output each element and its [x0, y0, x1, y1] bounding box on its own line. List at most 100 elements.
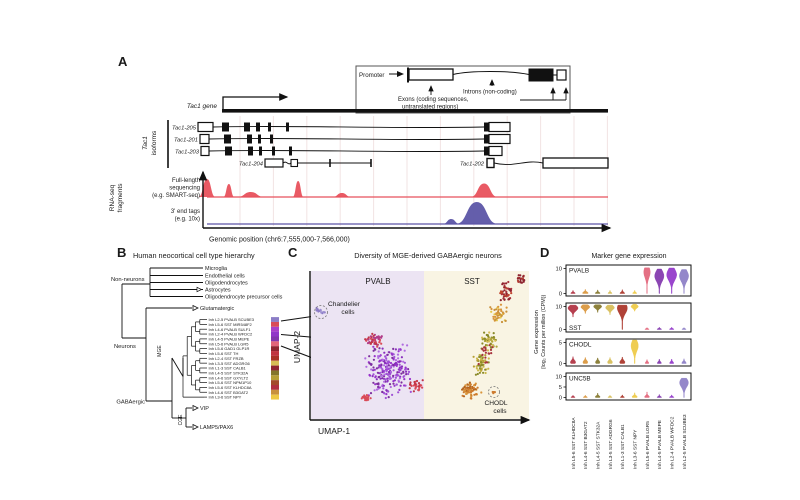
inset-exon-utr [408, 68, 454, 81]
panel-d: D Marker gene expression Gene expression… [534, 245, 692, 469]
svg-text:Inh L4-5 SST STK32A: Inh L4-5 SST STK32A [209, 370, 249, 375]
inset-exon-coding [528, 68, 554, 82]
svg-text:Inh L2-5 PVALB SCUBE3: Inh L2-5 PVALB SCUBE3 [209, 317, 255, 322]
dendrogram-skeleton [121, 268, 192, 428]
introns-label: Introns (non-coding) [463, 90, 517, 96]
svg-text:Inh L2-4 PVALB WFDC2: Inh L2-4 PVALB WFDC2 [669, 416, 675, 469]
svg-text:Inh L5-6 SST MIR548F2: Inh L5-6 SST MIR548F2 [209, 322, 253, 327]
svg-text:Inh L4-6 PVALB SULF1: Inh L4-6 PVALB SULF1 [209, 327, 252, 332]
glutamatergic-label: Glutamatergic [200, 306, 234, 312]
svg-text:Inh L4-6 SST GXYLT2: Inh L4-6 SST GXYLT2 [209, 375, 249, 380]
inset-exon-utr2 [556, 69, 567, 81]
panel-d-letter: D [540, 245, 549, 260]
mge-label: MGE [157, 345, 163, 357]
svg-text:Inh L5-6 GAD1 GLP1R: Inh L5-6 GAD1 GLP1R [209, 346, 250, 351]
track1-label-3: (e.g. SMART-seq) [152, 193, 200, 199]
svg-text:Inh L5-6 PVALB LGR5: Inh L5-6 PVALB LGR5 [209, 341, 250, 346]
svg-text:Oligodendrocytes: Oligodendrocytes [205, 281, 248, 287]
promoter-label: Promoter [359, 72, 384, 79]
svg-text:Inh L3-5 SST ADGRG6: Inh L3-5 SST ADGRG6 [608, 419, 614, 469]
panel-a-letter: A [118, 54, 128, 69]
sst-region [424, 271, 529, 419]
chodl-circle [488, 386, 500, 398]
svg-text:Inh L2-4 SST FRZB: Inh L2-4 SST FRZB [209, 356, 244, 361]
sst-region-label: SST [464, 277, 480, 286]
violin-panel-UNC5B: 10 5 0 UNC5B [556, 372, 692, 402]
vip-label: VIP [200, 406, 209, 412]
isoform-group-label-1: Tac1 [142, 136, 149, 150]
svg-text:Inh L2-5 PVALB SCUBE3: Inh L2-5 PVALB SCUBE3 [682, 414, 688, 469]
umap-scatter [315, 274, 526, 402]
panel-c-letter: C [288, 245, 298, 260]
violin-panel-PVALB: 10 0 PVALB [556, 264, 692, 298]
svg-text:0: 0 [559, 292, 562, 298]
vip-collapsed-icon [192, 404, 199, 412]
chandelier-label-2: cells [341, 309, 355, 316]
panel-d-title: Marker gene expression [591, 253, 666, 260]
svg-text:UNC5B: UNC5B [569, 376, 591, 383]
neurons-label: Neurons [114, 344, 136, 350]
svg-text:0: 0 [559, 396, 562, 402]
svg-text:Tac1-204: Tac1-204 [239, 162, 263, 168]
gene-promoter-arrow [222, 93, 289, 110]
umap2-axis-label: UMAP-2 [292, 331, 302, 363]
exons-label-2: untranslated regions) [402, 105, 458, 111]
svg-text:Inh L4-6 SST B3GAT2: Inh L4-6 SST B3GAT2 [209, 390, 249, 395]
pvalb-region-label: PVALB [365, 277, 390, 286]
chodl-label-1: CHODL [484, 400, 507, 407]
svg-text:0: 0 [559, 328, 562, 334]
panel-b-title: Human neocortical cell type hierarchy [133, 251, 255, 260]
svg-text:Tac1-205: Tac1-205 [172, 126, 197, 132]
svg-text:10: 10 [556, 305, 562, 311]
svg-text:Inh L5-6 PVALB LGR5: Inh L5-6 PVALB LGR5 [645, 421, 651, 469]
violin-panel-CHODL: 5 0 CHODL [559, 338, 692, 368]
svg-text:Inh L4-5 PVALB MEPE: Inh L4-5 PVALB MEPE [657, 420, 663, 469]
violin-panel-SST: 10 0 SST [556, 302, 692, 334]
tac1-isoforms: Tac1-205 Tac1-201 Tac1-203 Tac1-204 Tac1-202 [172, 121, 609, 169]
panel-c-title: Diversity of MGE-derived GABAergic neuro… [354, 251, 502, 260]
track1-label-1: Full-length [172, 178, 200, 184]
chandelier-circle [314, 305, 328, 319]
tac1-gene-body [222, 109, 608, 113]
svg-text:PVALB: PVALB [569, 268, 589, 275]
svg-text:Inh L5-6 SST KLHDC8A: Inh L5-6 SST KLHDC8A [571, 417, 577, 469]
gene-expression-ylabel-1: Gene expression [534, 310, 540, 354]
isoform-group-label-2: isoforms [151, 130, 158, 155]
panel-c: C Diversity of MGE-derived GABAergic neu… [288, 245, 531, 436]
umap1-axis-label: UMAP-1 [318, 426, 350, 436]
panel-a: A Promoter Introns (non-coding) Exons (c… [109, 54, 612, 244]
gene-expression-ylabel-2: (log₂ Counts per million (CPM)) [541, 295, 547, 370]
genomic-axis-label: Genomic position (chr6:7,555,000-7,566,0… [209, 237, 350, 244]
track1-label-2: sequencing [169, 186, 200, 192]
chandelier-label-1: Chandelier [328, 301, 361, 308]
svg-text:Inh L5-6 SST TH: Inh L5-6 SST TH [209, 351, 239, 356]
svg-text:Tac1-203: Tac1-203 [175, 150, 200, 156]
svg-text:Inh L5-6 SST NPM1P10: Inh L5-6 SST NPM1P10 [209, 380, 253, 385]
svg-text:Inh L1-3 SST CALB1: Inh L1-3 SST CALB1 [620, 424, 626, 469]
svg-text:Endothelial cells: Endothelial cells [205, 274, 245, 280]
svg-text:Inh L3-6 SST NPY: Inh L3-6 SST NPY [209, 395, 242, 400]
svg-text:10: 10 [556, 375, 562, 381]
gabaergic-label: GABAergic [116, 400, 145, 406]
genomic-gridlines [239, 116, 608, 226]
inset-intron-line [452, 71, 530, 75]
svg-text:Microglia: Microglia [205, 266, 228, 272]
lamp5-collapsed-icon [192, 423, 199, 431]
track2-label-1: 3' end tags [171, 209, 200, 215]
rna-group-label-2: fragments [117, 183, 124, 213]
svg-text:Oligodendrocyte precursor cell: Oligodendrocyte precursor cells [205, 295, 283, 301]
svg-text:Inh L1-3 SST CALB1: Inh L1-3 SST CALB1 [209, 366, 247, 371]
svg-text:SST: SST [569, 325, 582, 332]
panel-b-letter: B [117, 245, 126, 260]
rna-group-label-1: RNA-seq [109, 184, 116, 211]
tac1-gene-label: Tac1 gene [187, 103, 218, 110]
svg-text:CHODL: CHODL [569, 342, 592, 349]
svg-text:Inh L4-5 PVALB MEPE: Inh L4-5 PVALB MEPE [209, 337, 250, 342]
svg-text:Astrocytes: Astrocytes [205, 288, 231, 294]
exons-label-1: Exons (coding sequences, [398, 97, 469, 103]
non-neurons-label: Non-neurons [111, 277, 145, 283]
cge-label: CGE [178, 414, 184, 426]
